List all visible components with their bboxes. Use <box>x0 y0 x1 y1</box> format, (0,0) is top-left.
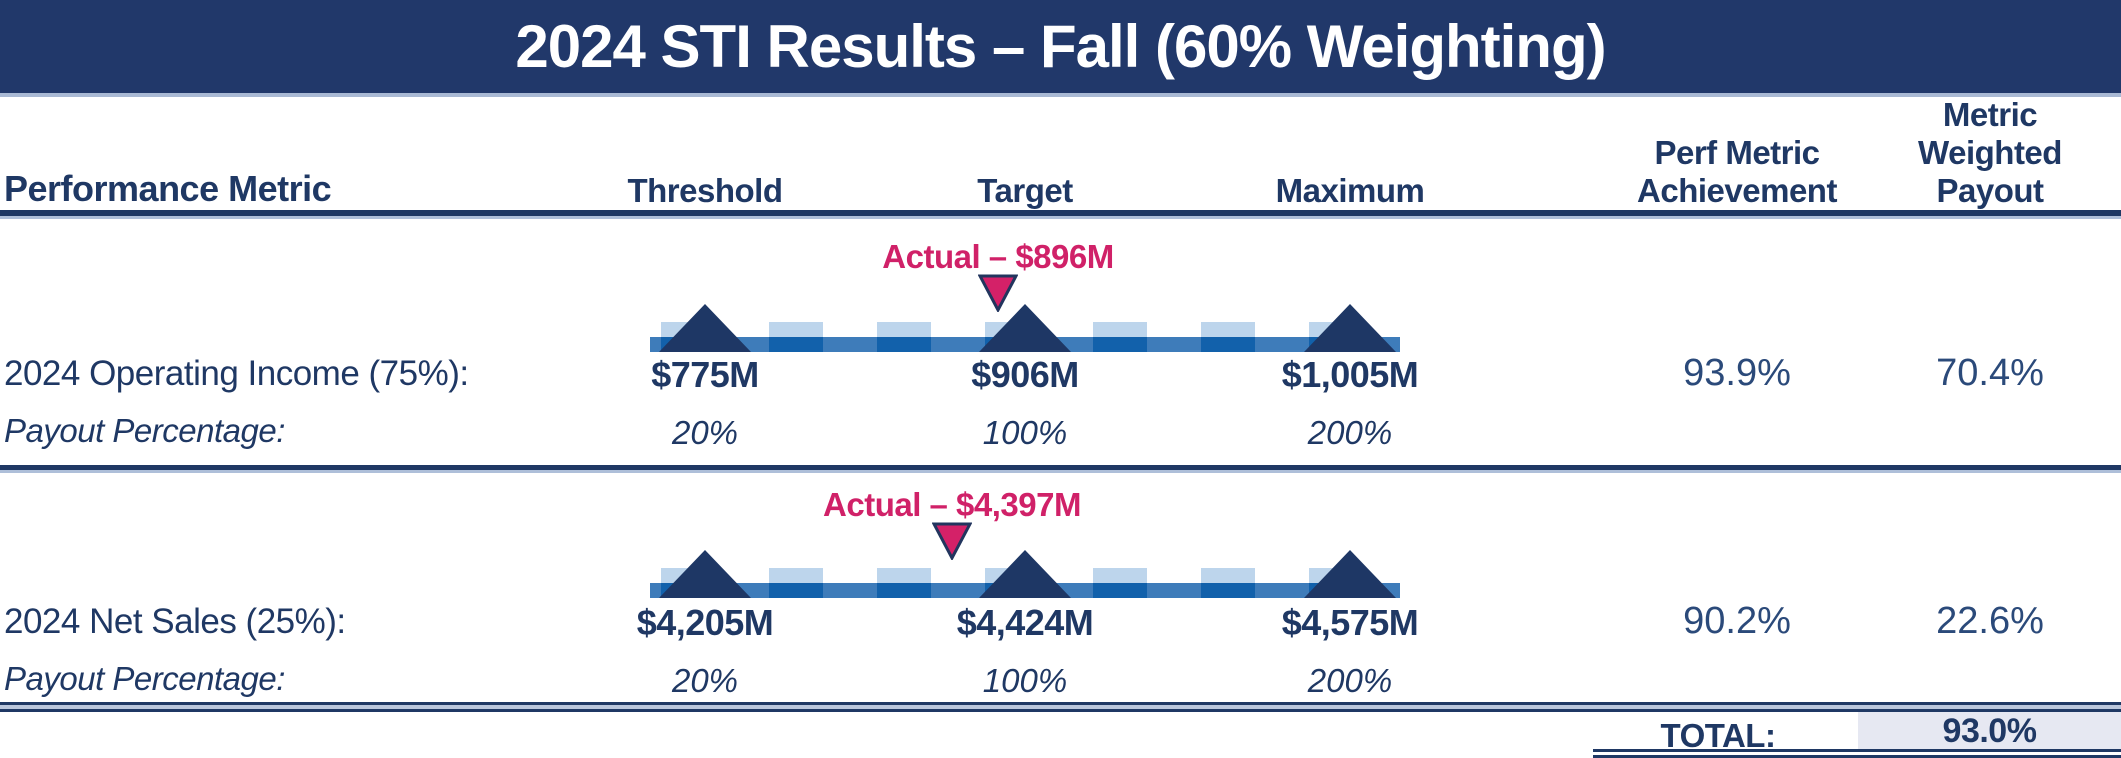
header-divider-light <box>0 216 2121 219</box>
payout-percentage-label: Payout Percentage: <box>4 660 285 697</box>
actual-marker-down-triangle-icon <box>978 274 1018 312</box>
total-value-cell: 93.0% <box>1858 712 2121 750</box>
header-divider <box>0 210 2121 216</box>
col-header-maximum: Maximum <box>1275 172 1425 209</box>
payout-maximum-value: 200% <box>1307 662 1393 699</box>
target-value: $4,424M <box>956 602 1094 643</box>
metric-label: 2024 Net Sales (25%): <box>4 602 346 641</box>
col-header-perf-metric-achievement: Perf Metric Achievement <box>1637 134 1837 209</box>
weighted-payout-value: 70.4% <box>1936 352 2044 394</box>
achievement-value: 90.2% <box>1683 600 1791 642</box>
target-value: $906M <box>971 354 1079 395</box>
col-header-target: Target <box>977 172 1073 209</box>
banner-divider <box>0 93 2121 97</box>
metric-label: 2024 Operating Income (75%): <box>4 354 469 393</box>
col-header-metric-weighted-payout: Metric Weighted Payout <box>1918 96 2062 209</box>
total-double-underline <box>1593 749 2121 758</box>
payout-maximum-value: 200% <box>1307 414 1393 451</box>
actual-marker-down-triangle-icon <box>932 522 972 560</box>
title-banner: 2024 STI Results – Fall (60% Weighting) <box>0 0 2121 93</box>
maximum-value: $1,005M <box>1281 354 1419 395</box>
payout-threshold-value: 20% <box>671 414 739 451</box>
payout-target-value: 100% <box>982 662 1068 699</box>
payout-target-value: 100% <box>982 414 1068 451</box>
payout-threshold-value: 20% <box>671 662 739 699</box>
total-label: TOTAL: <box>1660 717 1776 754</box>
achievement-value: 93.9% <box>1683 352 1791 394</box>
threshold-value: $4,205M <box>636 602 774 643</box>
actual-callout-label: Actual – $4,397M <box>823 486 1081 523</box>
payout-percentage-label: Payout Percentage: <box>4 412 285 449</box>
row-divider <box>0 465 2121 470</box>
metric-row-net-sales: Actual – $4,397M 2024 Net Sales (25%): $… <box>0 470 2121 705</box>
weighted-payout-value: 22.6% <box>1936 600 2044 642</box>
threshold-value: $775M <box>651 354 759 395</box>
col-header-performance-metric: Performance Metric <box>4 168 332 209</box>
row-divider-light <box>0 470 2121 473</box>
metric-row-operating-income: Actual – $896M 2024 Operating Income (75… <box>0 216 2121 465</box>
total-value: 93.0% <box>1942 711 2037 750</box>
col-header-threshold: Threshold <box>627 172 783 209</box>
page-title: 2024 STI Results – Fall (60% Weighting) <box>515 13 1606 80</box>
maximum-value: $4,575M <box>1281 602 1419 643</box>
actual-callout-label: Actual – $896M <box>882 238 1114 275</box>
total-top-divider <box>0 702 2121 712</box>
